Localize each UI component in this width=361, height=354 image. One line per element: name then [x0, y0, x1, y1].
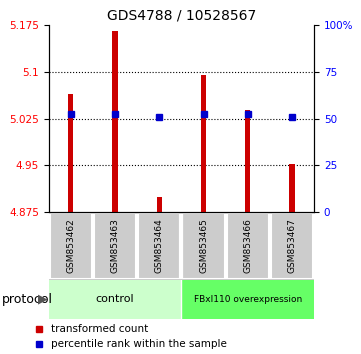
Bar	[94, 213, 136, 279]
Text: percentile rank within the sample: percentile rank within the sample	[51, 339, 226, 349]
Bar	[201, 75, 206, 212]
Text: GSM853467: GSM853467	[287, 218, 296, 274]
Text: FBxl110 overexpression: FBxl110 overexpression	[193, 295, 302, 304]
Bar	[181, 280, 314, 319]
Bar	[226, 213, 269, 279]
Bar	[289, 164, 295, 212]
Bar	[112, 31, 118, 212]
Text: protocol: protocol	[2, 293, 53, 306]
Text: ▶: ▶	[38, 293, 48, 306]
Bar	[49, 280, 181, 319]
Text: transformed count: transformed count	[51, 324, 148, 333]
Bar	[138, 213, 180, 279]
Text: control: control	[96, 294, 134, 304]
Bar	[182, 213, 225, 279]
Bar	[68, 93, 74, 212]
Text: GSM853463: GSM853463	[110, 218, 119, 274]
Text: GSM853466: GSM853466	[243, 218, 252, 274]
Bar	[245, 110, 251, 212]
Text: GSM853464: GSM853464	[155, 219, 164, 273]
Title: GDS4788 / 10528567: GDS4788 / 10528567	[107, 8, 256, 22]
Bar	[157, 197, 162, 212]
Text: GSM853465: GSM853465	[199, 218, 208, 274]
Bar	[49, 213, 92, 279]
Bar	[271, 213, 313, 279]
Text: GSM853462: GSM853462	[66, 219, 75, 273]
